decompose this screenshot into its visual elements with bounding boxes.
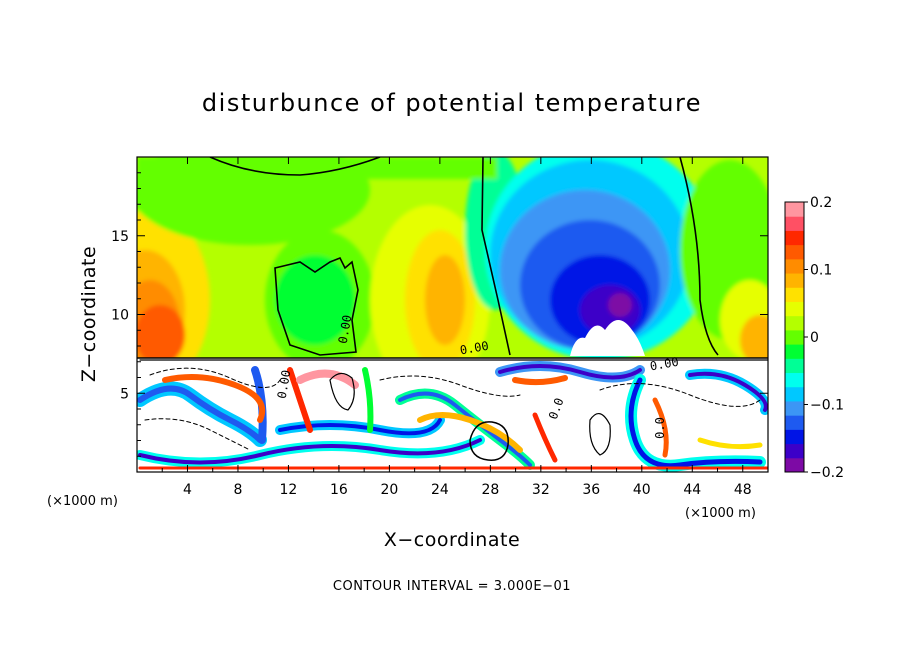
x-tick-label: 44 <box>683 482 701 498</box>
colorbar-label: −0.2 <box>810 465 844 481</box>
contour-label: 0.00 <box>649 355 680 374</box>
white-gap <box>570 320 645 356</box>
contour-line <box>679 157 719 356</box>
colorbar-swatch <box>785 329 804 345</box>
cold-filament <box>137 385 263 443</box>
colorbar-swatch <box>785 315 804 331</box>
colorbar-label: 0.2 <box>810 195 832 211</box>
colorbar-swatch <box>785 273 804 288</box>
colorbar-swatch <box>785 372 804 388</box>
chart-title: disturbunce of potential temperature <box>202 89 702 117</box>
colorbar-swatch <box>785 415 804 430</box>
contour-label: 0.0 <box>546 396 567 421</box>
contour-label: 0.0 <box>653 417 667 439</box>
x-tick-label: 16 <box>330 482 348 498</box>
x-tick-label: 8 <box>233 482 242 498</box>
x-unit-label-left: (×1000 m) <box>47 494 118 509</box>
neutral-region <box>275 255 355 345</box>
cold-filament <box>628 377 763 469</box>
colorbar-swatch <box>785 301 804 317</box>
cold-region <box>608 293 632 317</box>
z-tick-label: 15 <box>111 229 129 245</box>
z-tick-label: 5 <box>120 386 129 402</box>
warm-filament <box>296 369 359 389</box>
warm-region <box>137 305 185 358</box>
warm-filament <box>162 374 266 423</box>
z-axis-label: Z−coordinate <box>78 246 100 382</box>
contour-line <box>274 256 359 356</box>
colorbar-swatch <box>785 287 804 302</box>
x-tick-label: 40 <box>633 482 651 498</box>
colorbar-swatch <box>785 457 804 473</box>
x-tick-label: 24 <box>431 482 449 498</box>
x-tick-label: 28 <box>481 482 499 498</box>
z-axis: 5 10 15 <box>111 172 768 457</box>
colorbar-swatch <box>785 443 804 459</box>
contour-line <box>589 413 611 456</box>
colorbar-label: 0 <box>810 330 819 346</box>
cold-filament <box>138 438 482 465</box>
colorbar-swatch <box>785 202 804 217</box>
cold-filament <box>362 367 374 433</box>
cold-filament <box>688 371 768 412</box>
colorbar-swatch <box>785 258 804 274</box>
warm-region <box>740 315 768 358</box>
contour-label: 0.00 <box>275 369 294 400</box>
colorbar-swatch <box>785 230 804 246</box>
x-tick-label: 48 <box>734 482 752 498</box>
contour-line <box>144 418 251 451</box>
colorbar: 0.2 0.1 0 −0.1 −0.2 <box>784 195 844 481</box>
contour-interval-note: CONTOUR INTERVAL = 3.000E−01 <box>333 579 571 594</box>
contour-label: 0.00 <box>336 314 355 345</box>
x-tick-label: 12 <box>280 482 298 498</box>
colorbar-swatch <box>785 386 804 402</box>
contour-line <box>469 421 509 461</box>
contour-line <box>329 372 355 411</box>
x-axis: 4 8 12 16 20 24 28 32 36 40 44 48 <box>161 157 752 498</box>
x-tick-label: 36 <box>582 482 600 498</box>
neutral-region <box>137 157 497 179</box>
colorbar-swatch <box>785 216 804 231</box>
colorbar-label: 0.1 <box>810 263 832 279</box>
warm-filament <box>652 397 669 458</box>
contour-line <box>481 157 511 356</box>
colorbar-swatch <box>785 244 804 260</box>
x-tick-label: 32 <box>532 482 550 498</box>
contour-labels: 0.00 0.00 0.00 0.00 0.0 0.0 <box>275 314 680 439</box>
x-tick-label: 20 <box>380 482 398 498</box>
contour-line <box>379 375 521 397</box>
colorbar-swatch <box>785 429 804 445</box>
warm-filament <box>697 437 763 450</box>
heatmap-field <box>137 157 768 472</box>
warm-filament <box>532 412 558 463</box>
contour-label: 0.00 <box>459 339 490 358</box>
colorbar-swatch <box>785 344 804 359</box>
neutral-region <box>137 157 370 245</box>
z-tick-label: 10 <box>111 308 129 324</box>
contour-line <box>209 157 381 176</box>
x-unit-label-right: (×1000 m) <box>685 506 756 521</box>
x-tick-label: 4 <box>183 482 192 498</box>
warm-filament <box>512 375 568 386</box>
x-axis-label: X−coordinate <box>384 529 520 551</box>
warm-filament <box>287 367 313 433</box>
colorbar-swatch <box>785 358 804 374</box>
contour-line <box>149 367 281 388</box>
cold-filament <box>498 364 642 380</box>
colorbar-swatch <box>785 400 804 416</box>
warm-region <box>425 255 465 345</box>
colorbar-label: −0.1 <box>810 398 844 414</box>
contour-line <box>599 383 761 407</box>
